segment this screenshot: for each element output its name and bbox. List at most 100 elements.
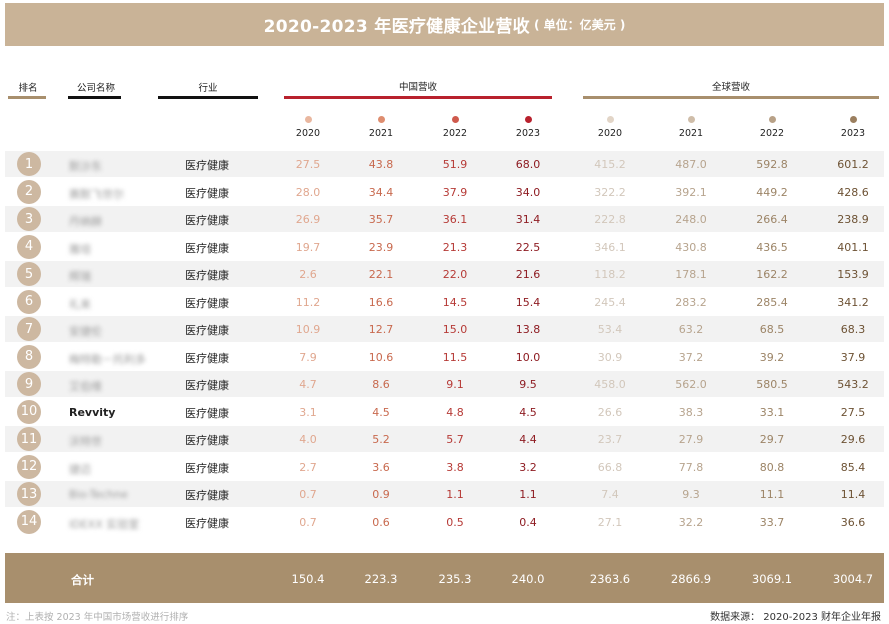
global-revenue-2020: 30.9 <box>597 350 623 364</box>
global-revenue-2022: 33.1 <box>759 405 785 419</box>
global-revenue-2020: 415.2 <box>594 158 626 171</box>
china-year-label-2020: 2020 <box>295 128 321 139</box>
china-revenue-2022: 36.1 <box>442 213 468 226</box>
global-revenue-2023: 428.6 <box>837 185 869 199</box>
table-row: 1 默沙东 医疗健康 27.5 43.8 51.9 68.0 415.2 487.0 592.8 6… <box>5 151 884 177</box>
global-revenue-2020: 222.8 <box>594 213 626 226</box>
company-name: Revvity <box>69 405 116 419</box>
china-revenue-2020: 2.6 <box>299 268 317 281</box>
total-global-2020: 2363.6 <box>589 572 631 586</box>
global-revenue-2023: 11.4 <box>840 488 866 501</box>
total-label: 合计 <box>71 573 94 587</box>
global-revenue-2023: 27.5 <box>840 405 866 419</box>
table-row: 4 雅培 医疗健康 19.7 23.9 21.3 22.5 346.1 430.8 436.5 40… <box>5 234 884 260</box>
global-revenue-2021: 430.8 <box>675 240 707 254</box>
global-revenue-2020: 322.2 <box>594 185 626 199</box>
header-global-underline <box>583 96 879 99</box>
company-name: IDEXX 实验室 <box>69 517 140 531</box>
china-revenue-2021: 3.6 <box>372 460 390 474</box>
industry-cell: 医疗健康 <box>185 489 229 502</box>
global-year-label-2022: 2022 <box>759 128 785 139</box>
china-revenue-2021: 35.7 <box>368 213 394 226</box>
china-revenue-2022: 14.5 <box>442 295 468 309</box>
table-row: 6 礼来 医疗健康 11.2 16.6 14.5 15.4 245.4 283.2 285.4 34… <box>5 289 884 315</box>
china-revenue-2023: 3.2 <box>519 460 537 474</box>
header-china-revenue: 中国营收 <box>398 82 437 93</box>
company-name: Bio-Techne <box>69 488 128 501</box>
industry-cell: 医疗健康 <box>185 241 229 255</box>
global-revenue-2022: 39.2 <box>759 350 785 364</box>
china-revenue-2022: 22.0 <box>442 268 468 281</box>
china-year-dot-2023 <box>524 116 532 123</box>
china-revenue-2022: 1.1 <box>446 488 464 501</box>
global-year-label-2023: 2023 <box>840 128 866 139</box>
company-name: 沃特世 <box>69 435 102 448</box>
global-revenue-2022: 449.2 <box>756 185 788 199</box>
rank-badge: 5 <box>17 262 41 286</box>
industry-cell: 医疗健康 <box>185 159 229 172</box>
global-revenue-2022: 285.4 <box>756 295 788 309</box>
header-industry-underline <box>158 96 258 99</box>
china-year-label-2022: 2022 <box>442 128 468 139</box>
global-revenue-2022: 68.5 <box>759 323 785 336</box>
china-revenue-2022: 4.8 <box>446 405 464 419</box>
table-row: 2 赛默飞世尔 医疗健康 28.0 34.4 37.9 34.0 322.2 392.1 449.… <box>5 179 884 205</box>
header-industry: 行业 <box>198 83 218 94</box>
china-revenue-2020: 7.9 <box>299 350 317 364</box>
total-row: 合计 150.4 223.3 235.3 240.0 2363.6 2866.9 3069.… <box>5 553 884 603</box>
rank-badge: 4 <box>17 234 41 259</box>
company-name: 雅培 <box>69 242 91 256</box>
global-revenue-2021: 562.0 <box>675 378 707 391</box>
china-revenue-2021: 5.2 <box>372 433 390 446</box>
header-company-underline <box>68 96 121 99</box>
global-revenue-2020: 118.2 <box>594 268 626 281</box>
china-year-label-2021: 2021 <box>368 128 394 139</box>
global-revenue-2022: 580.5 <box>756 378 788 391</box>
table-row: 10 Revvity 医疗健康 3.1 4.5 4.8 4.5 26.6 38.3 33.1 27.… <box>5 399 884 425</box>
global-revenue-2023: 85.4 <box>840 460 866 474</box>
global-revenue-2020: 7.4 <box>601 488 619 501</box>
rank-badge: 11 <box>17 427 41 451</box>
china-revenue-2023: 4.5 <box>519 405 537 419</box>
rank-badge: 12 <box>17 454 41 479</box>
china-revenue-2021: 23.9 <box>368 240 394 254</box>
data-source: 数据来源： 2020-2023 财年企业年报 <box>710 612 881 623</box>
global-revenue-2023: 238.9 <box>837 213 869 226</box>
china-revenue-2023: 21.6 <box>515 268 541 281</box>
global-revenue-2020: 66.8 <box>597 460 623 474</box>
global-revenue-2023: 401.1 <box>837 240 869 254</box>
page-title: 2020-2023 年医疗健康企业营收 <box>263 17 530 37</box>
global-revenue-2022: 11.1 <box>759 488 785 501</box>
china-revenue-2020: 28.0 <box>295 185 321 199</box>
industry-cell: 医疗健康 <box>185 461 229 475</box>
rank-badge: 6 <box>17 289 41 314</box>
global-revenue-2021: 392.1 <box>675 185 707 199</box>
global-revenue-2023: 601.2 <box>837 158 869 171</box>
china-revenue-2020: 27.5 <box>295 158 321 171</box>
rank-badge: 10 <box>17 399 41 424</box>
china-revenue-2022: 3.8 <box>446 460 464 474</box>
total-global-2022: 3069.1 <box>751 572 793 586</box>
total-global-2023: 3004.7 <box>832 572 874 586</box>
china-year-dot-2020 <box>304 116 312 123</box>
china-revenue-2023: 10.0 <box>515 350 541 364</box>
total-china-2022: 235.3 <box>438 572 472 586</box>
global-revenue-2022: 162.2 <box>756 268 788 281</box>
header-global-revenue: 全球营收 <box>711 82 750 93</box>
industry-cell: 医疗健康 <box>185 186 229 200</box>
global-year-dot-2023 <box>849 116 857 123</box>
total-china-2023: 240.0 <box>511 572 545 586</box>
global-revenue-2022: 266.4 <box>756 213 788 226</box>
industry-cell: 医疗健康 <box>185 406 229 420</box>
global-revenue-2021: 283.2 <box>675 295 707 309</box>
global-revenue-2020: 245.4 <box>594 295 626 309</box>
global-revenue-2023: 341.2 <box>837 295 869 309</box>
company-name: 赛默飞世尔 <box>69 187 124 201</box>
china-year-dot-2022 <box>451 116 459 123</box>
china-revenue-2020: 19.7 <box>295 240 321 254</box>
china-revenue-2020: 0.7 <box>299 515 317 529</box>
total-global-2021: 2866.9 <box>670 572 712 586</box>
industry-cell: 医疗健康 <box>185 516 229 530</box>
global-revenue-2021: 178.1 <box>675 268 707 281</box>
